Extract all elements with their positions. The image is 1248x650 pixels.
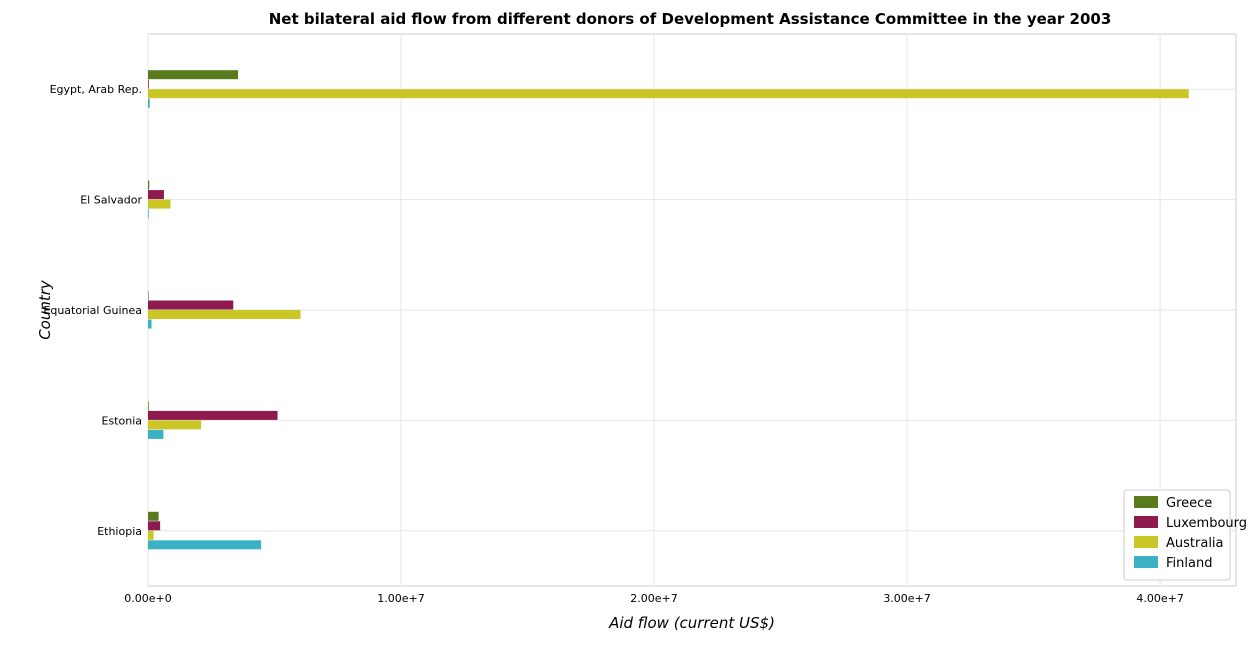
bars — [148, 70, 1189, 550]
x-tick-label: 3.00e+7 — [883, 592, 930, 605]
y-tick-label: El Salvador — [80, 194, 142, 207]
y-tick-label: Ethiopia — [97, 525, 142, 538]
x-tick-label: 2.00e+7 — [630, 592, 677, 605]
bar-australia-4 — [148, 530, 154, 540]
y-tick-label: Egypt, Arab Rep. — [50, 83, 142, 96]
bar-finland-3 — [148, 429, 164, 439]
legend: Greece Luxembourg Australia Finland — [1123, 489, 1247, 581]
bar-luxembourg-2 — [148, 300, 234, 310]
bar-greece-4 — [148, 511, 159, 521]
y-tick-label: Estonia — [102, 414, 143, 427]
legend-label-australia: Australia — [1166, 536, 1224, 551]
legend-swatch-australia — [1134, 536, 1158, 548]
legend-swatch-greece — [1134, 496, 1158, 508]
legend-label-luxembourg: Luxembourg — [1166, 516, 1247, 531]
bar-luxembourg-0 — [148, 79, 149, 89]
bar-luxembourg-4 — [148, 521, 161, 531]
bar-finland-0 — [148, 98, 150, 108]
y-axis-label: Country — [36, 279, 54, 340]
bar-finland-4 — [148, 540, 262, 550]
legend-swatch-finland — [1134, 556, 1158, 568]
bar-greece-3 — [148, 401, 149, 411]
bar-greece-1 — [148, 180, 150, 190]
bar-greece-2 — [148, 291, 149, 300]
bar-finland-1 — [148, 209, 149, 219]
x-tick-label: 1.00e+7 — [377, 592, 424, 605]
legend-swatch-luxembourg — [1134, 516, 1158, 528]
bar-luxembourg-1 — [148, 190, 164, 200]
bar-australia-3 — [148, 420, 202, 430]
legend-label-finland: Finland — [1166, 556, 1212, 571]
chart-title: Net bilateral aid flow from different do… — [269, 10, 1112, 28]
x-axis-label: Aid flow (current US$) — [608, 614, 775, 632]
x-tick-label: 0.00e+0 — [124, 592, 171, 605]
x-tick-labels: 0.00e+0 1.00e+7 2.00e+7 3.00e+7 4.00e+7 — [124, 592, 1184, 605]
bar-luxembourg-3 — [148, 410, 278, 420]
bar-australia-2 — [148, 310, 301, 319]
y-tick-labels: Egypt, Arab Rep. El Salvador Equatorial Gu… — [43, 83, 142, 538]
bar-greece-0 — [148, 70, 239, 80]
y-tick-label: Equatorial Guinea — [43, 304, 142, 317]
legend-label-greece: Greece — [1166, 496, 1212, 511]
bar-australia-1 — [148, 199, 171, 209]
bar-australia-0 — [148, 89, 1189, 99]
bar-finland-2 — [148, 319, 152, 329]
x-tick-label: 4.00e+7 — [1136, 592, 1183, 605]
